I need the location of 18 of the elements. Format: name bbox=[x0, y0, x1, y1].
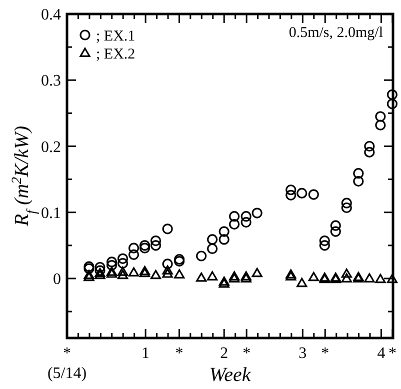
x-axis-title: Week bbox=[209, 364, 252, 386]
legend-label: ; EX.2 bbox=[96, 46, 136, 62]
x-tick-label: 3 bbox=[298, 345, 307, 362]
y-tick-label: 0.1 bbox=[41, 204, 61, 222]
y-tick-label: 0.2 bbox=[41, 138, 61, 156]
x-tick-label: * bbox=[388, 345, 396, 362]
y-tick-label: 0.4 bbox=[41, 6, 61, 24]
y-tick-label: 0.3 bbox=[41, 72, 61, 90]
x-tick-label: * bbox=[242, 345, 251, 362]
annotation: 0.5m/s, 2.0mg/l bbox=[288, 25, 383, 41]
legend-label: ; EX.1 bbox=[96, 28, 136, 44]
x-tick-label: * (5/14) bbox=[47, 345, 87, 382]
x-tick-label: 1 bbox=[142, 345, 150, 362]
x-tick-label: * bbox=[175, 345, 184, 362]
x-tick-label: 4 bbox=[377, 345, 386, 362]
y-tick-label: 0 bbox=[53, 271, 61, 288]
x-tick-label: * bbox=[321, 345, 330, 362]
x-tick-label: 2 bbox=[220, 345, 228, 362]
